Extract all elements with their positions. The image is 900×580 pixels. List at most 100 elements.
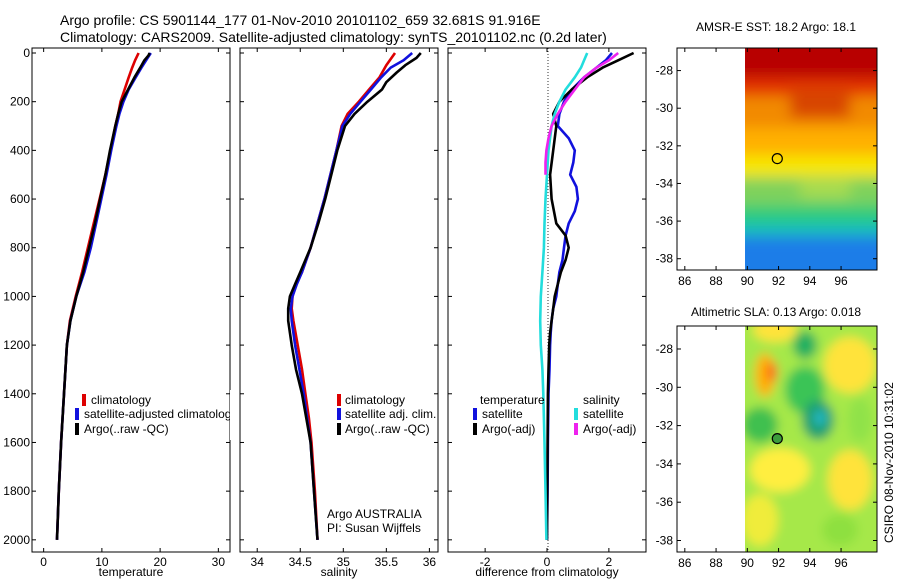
map-x-tick-label: 92	[772, 274, 786, 288]
x-tick-label: 34	[251, 555, 265, 569]
salinity-lines	[286, 52, 422, 540]
legend-label-argo: Argo(..raw -QC)	[84, 422, 169, 436]
legend-swatch-climatology	[337, 394, 341, 406]
map-y-tick-label: -28	[656, 64, 674, 78]
salinity-panel: 34 34.5 35 35.5 36 salinity climatology sate…	[239, 47, 439, 579]
legend-label-argo: Argo(..raw -QC)	[345, 422, 430, 436]
map-y-tick-label: -32	[656, 419, 674, 433]
y-tick-label: 400	[10, 143, 30, 157]
map-y-tick-label: -36	[656, 495, 674, 509]
legend-label-satellite-adj: satellite adj. clim.	[345, 407, 436, 421]
sst-map-ticks: 86 88 90 92 94 96 -28 -30 -32 -34 -36 -38	[656, 48, 877, 288]
temperature-axes-frame	[31, 47, 231, 553]
y-tick-label: 1800	[3, 484, 30, 498]
sst-map-frame	[676, 47, 878, 271]
salinity-axes-frame	[239, 47, 439, 553]
y-tick-label: 1000	[3, 289, 30, 303]
map-x-tick-label: 92	[772, 556, 786, 570]
x-tick-label: 30	[212, 555, 226, 569]
map-x-tick-label: 90	[741, 556, 755, 570]
legend-swatch-argo	[337, 423, 341, 435]
legend-swatch-satellite-adjusted	[75, 408, 79, 420]
difference-ticks: -2 0 2	[448, 48, 646, 569]
salinity-xlabel: salinity	[321, 565, 358, 579]
sla-map-frame	[676, 325, 878, 553]
y-tick-label: 600	[10, 192, 30, 206]
temperature-xlabel: temperature	[99, 565, 164, 579]
legend-header-salinity: salinity	[583, 393, 620, 407]
difference-panel: -2 0 2 difference from climatology tempera…	[447, 47, 647, 579]
map-x-tick-label: 96	[834, 274, 848, 288]
series-temperature-argo-adj-	[545, 51, 635, 540]
map-y-tick-label: -38	[656, 534, 674, 548]
series-argo-raw-qc-	[55, 52, 151, 540]
difference-legend: temperature salinity satellite Argo(-adj…	[473, 393, 636, 436]
x-tick-label: 35	[337, 555, 351, 569]
sla-argo-location-marker	[771, 433, 783, 445]
difference-xlabel: difference from climatology	[475, 565, 618, 579]
map-y-tick-label: -30	[656, 380, 674, 394]
temperature-lines	[55, 52, 152, 540]
map-y-tick-label: -34	[656, 457, 674, 471]
y-tick-label: 0	[23, 46, 30, 60]
map-y-tick-label: -30	[656, 101, 674, 115]
sst-argo-location-marker	[771, 153, 783, 165]
difference-lines	[538, 51, 635, 540]
legend-label-satellite-adjusted: satellite-adjusted climatology	[84, 407, 237, 421]
y-tick-label: 200	[10, 95, 30, 109]
map-y-tick-label: -38	[656, 252, 674, 266]
salinity-legend: climatology satellite adj. clim. Argo(..…	[337, 393, 436, 436]
map-x-tick-label: 94	[803, 556, 817, 570]
figure-title-line2: Climatology: CARS2009. Satellite-adjuste…	[60, 29, 607, 45]
x-tick-label: 20	[153, 555, 167, 569]
legend-header-temperature: temperature	[480, 393, 545, 407]
legend-swatch-temp-satellite	[473, 408, 477, 420]
map-y-tick-label: -32	[656, 139, 674, 153]
map-y-tick-label: -28	[656, 342, 674, 356]
legend-swatch-temp-argo	[473, 423, 477, 435]
legend-swatch-climatology	[82, 394, 86, 406]
legend-overflow-mask	[230, 390, 238, 440]
x-tick-label: 34.5	[289, 555, 313, 569]
legend-label-sal-argo: Argo(-adj)	[583, 422, 636, 436]
y-tick-label: 1200	[3, 338, 30, 352]
side-label: CSIRO 08-Nov-2010 10:31:02	[882, 382, 896, 543]
legend-label-climatology: climatology	[345, 393, 405, 407]
y-tick-label: 2000	[3, 533, 30, 547]
map-y-tick-label: -36	[656, 214, 674, 228]
legend-swatch-sal-satellite	[574, 408, 578, 420]
x-tick-label: 35.5	[375, 555, 399, 569]
map-x-tick-label: 86	[678, 274, 692, 288]
temperature-legend: climatology satellite-adjusted climatolo…	[75, 393, 237, 436]
sla-map-panel: Altimetric SLA: 0.13 Argo: 0.018	[656, 305, 878, 570]
x-tick-label: 0	[544, 555, 551, 569]
series-argo-raw-qc-	[286, 52, 422, 540]
map-y-tick-label: -34	[656, 176, 674, 190]
map-x-tick-label: 94	[803, 274, 817, 288]
x-tick-label: 10	[95, 555, 109, 569]
y-tick-label: 1400	[3, 387, 30, 401]
sla-heatmap	[745, 326, 877, 552]
sla-map-ticks: 86 88 90 92 94 96 -28 -30 -32 -34 -36 -38	[656, 326, 877, 570]
map-x-tick-label: 88	[709, 274, 723, 288]
legend-swatch-argo	[75, 423, 79, 435]
x-tick-label: 2	[606, 555, 613, 569]
y-tick-label: 1600	[3, 435, 30, 449]
map-x-tick-label: 88	[709, 556, 723, 570]
map-x-tick-label: 96	[834, 556, 848, 570]
legend-label-temp-satellite: satellite	[482, 407, 523, 421]
map-x-tick-label: 86	[678, 556, 692, 570]
sst-map-title: AMSR-E SST: 18.2 Argo: 18.1	[696, 20, 856, 34]
y-tick-label: 800	[10, 241, 30, 255]
legend-swatch-sal-argo	[574, 423, 578, 435]
x-tick-label: -2	[480, 555, 491, 569]
salinity-ticks: 34 34.5 35 35.5 36	[240, 48, 438, 569]
sst-map-panel: AMSR-E SST: 18.2 Argo: 18.1 86 88 90 92 94 96…	[656, 20, 878, 288]
sst-heatmap	[745, 48, 877, 270]
sla-map-title: Altimetric SLA: 0.13 Argo: 0.018	[691, 305, 861, 319]
x-tick-label: 0	[40, 555, 47, 569]
legend-label-sal-satellite: satellite	[583, 407, 624, 421]
temperature-panel: 0 200 400 600 800 1000 1200 1400 1600 1800 2000 0 10…	[3, 46, 238, 579]
series-salinity-argo-adj-	[544, 51, 620, 175]
